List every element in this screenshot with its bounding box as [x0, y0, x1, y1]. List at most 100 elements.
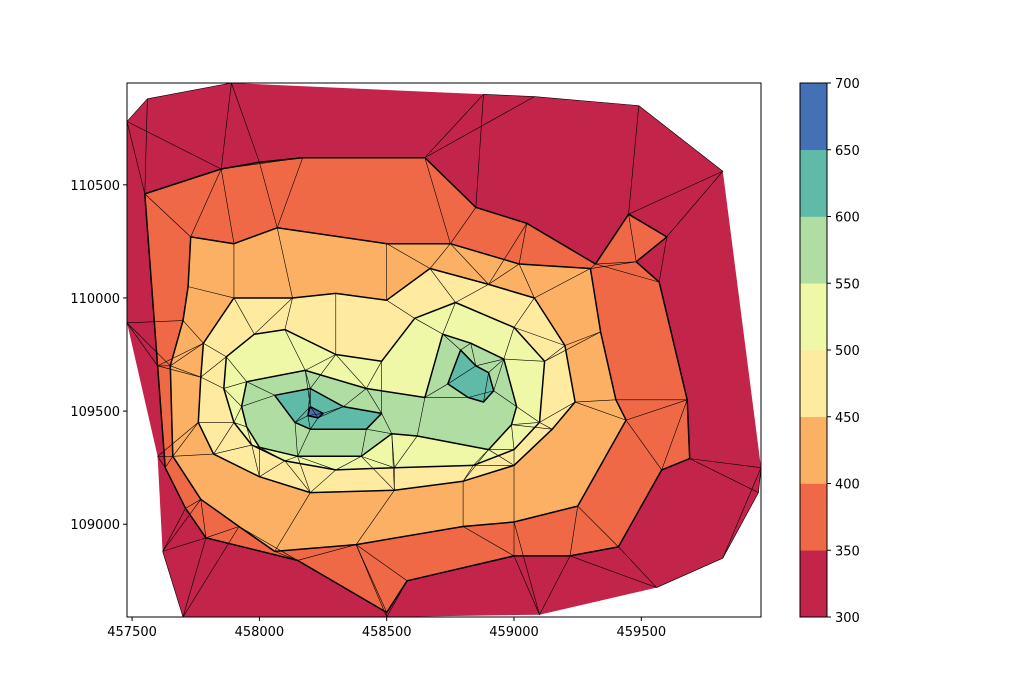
mesh-edge-239 — [310, 417, 319, 430]
mesh-edge-210 — [366, 388, 382, 414]
colorbar-segment-350 — [800, 483, 827, 551]
y-tick-label-110000: 110000 — [70, 292, 120, 307]
mesh-edge-48 — [259, 162, 278, 228]
mesh-edge-25 — [539, 555, 571, 615]
mesh-edge-216 — [460, 342, 471, 351]
contour-line-350-1 — [144, 156, 691, 614]
mesh-edge-153 — [361, 456, 395, 491]
mesh-edge-61 — [628, 214, 637, 262]
mesh-edge-113 — [575, 401, 627, 421]
mesh-edge-209 — [343, 388, 367, 407]
mesh-edge-106 — [534, 268, 591, 299]
mesh-edge-12 — [638, 105, 723, 172]
mesh-edge-67 — [625, 399, 688, 421]
mesh-edge-92 — [157, 342, 204, 367]
mesh-edge-77 — [462, 526, 515, 557]
contour-lines — [144, 156, 691, 614]
mesh-edge-220 — [493, 358, 505, 391]
mesh-edge-192 — [391, 433, 395, 468]
mesh-edge-87 — [185, 499, 201, 509]
mesh-edge-184 — [503, 327, 515, 360]
mesh-edge-175 — [305, 354, 336, 371]
x-tick-label-459000: 459000 — [489, 625, 539, 640]
x-tick-label-458000: 458000 — [235, 625, 285, 640]
mesh-edge-181 — [414, 318, 443, 335]
mesh-edge-34 — [162, 508, 186, 552]
mesh-edge-46 — [220, 168, 235, 244]
mesh-edge-155 — [310, 469, 336, 493]
mesh-edge-17 — [689, 458, 761, 468]
mesh-edge-8 — [424, 94, 484, 158]
mesh-edge-9 — [475, 94, 484, 208]
mesh-edge-222 — [493, 390, 517, 407]
mesh-edge-236 — [322, 406, 344, 414]
mesh-edge-174 — [284, 329, 306, 371]
mesh-edge-196 — [284, 456, 298, 462]
contour-line-450-3 — [197, 267, 576, 494]
mesh-edge-71 — [661, 399, 688, 471]
mesh-edge-201 — [233, 422, 247, 428]
mesh-edge-18 — [722, 467, 761, 559]
colorbar-segment-450 — [800, 350, 827, 418]
contour-line-400-2 — [169, 227, 627, 553]
mesh-edge-6 — [220, 83, 232, 170]
mesh-edge-63 — [658, 236, 668, 283]
colorbar-segment-650 — [800, 83, 827, 151]
mesh-edge-36 — [157, 456, 166, 468]
mesh-edge-91 — [157, 365, 201, 378]
mesh-edge-5 — [231, 83, 260, 163]
mesh-edge-56 — [488, 223, 528, 285]
mesh-edge-24 — [513, 555, 540, 615]
mesh-edge-162 — [213, 422, 235, 455]
x-tick-label-459500: 459500 — [617, 625, 667, 640]
mesh-edge-217 — [470, 343, 477, 366]
mesh-edge-49 — [276, 157, 303, 228]
mesh-edge-193 — [361, 456, 395, 468]
mesh-edge-14 — [666, 171, 724, 238]
mesh-edge-108 — [544, 331, 601, 362]
mesh-edge-111 — [575, 399, 616, 403]
mesh-edge-194 — [335, 456, 362, 471]
mesh-edge-228 — [297, 429, 311, 457]
mesh-edge-13 — [628, 105, 640, 215]
mesh-edge-189 — [511, 424, 515, 450]
mesh-edge-20 — [689, 458, 759, 493]
mesh-edge-1 — [127, 121, 146, 194]
mesh-edge-83 — [238, 526, 298, 561]
mesh-edge-103 — [488, 263, 520, 285]
y-tick-label-109000: 109000 — [70, 518, 120, 533]
mesh-edge-218 — [488, 358, 505, 373]
mesh-edge-243 — [294, 406, 311, 423]
mesh-edge-55 — [518, 223, 528, 265]
mesh-edge-74 — [569, 506, 578, 556]
mesh-edge-195 — [297, 456, 336, 471]
contour-line-500-4 — [223, 301, 546, 471]
mesh-edge-22 — [618, 546, 657, 588]
mesh-edge-29 — [355, 544, 387, 617]
plot-frame — [126, 82, 762, 618]
mesh-edge-101 — [429, 243, 451, 269]
mesh-edge-57 — [590, 263, 596, 269]
mesh-edge-219 — [475, 358, 504, 367]
mesh-edge-52 — [424, 157, 451, 244]
colorbar-segment-300 — [800, 550, 827, 618]
mesh-edge-242 — [294, 415, 308, 423]
mesh-edge-130 — [284, 297, 293, 330]
mesh-edge-248 — [468, 390, 494, 398]
mesh-edge-141 — [544, 345, 566, 362]
mesh-edge-176 — [310, 354, 337, 389]
mesh-edge-26 — [513, 521, 540, 615]
x-tick-label-457500: 457500 — [107, 625, 157, 640]
mesh-edge-171 — [226, 356, 247, 382]
mesh-edge-226 — [366, 428, 392, 435]
mesh-edge-252 — [447, 365, 476, 385]
mesh-edge-233 — [241, 394, 275, 407]
mesh-edge-224 — [394, 435, 418, 468]
mesh-edge-178 — [366, 361, 382, 389]
mesh-edge-165 — [172, 422, 199, 457]
mesh-edge-10 — [534, 96, 639, 106]
colorbar-label-450: 450 — [835, 411, 860, 426]
mesh-edge-0 — [127, 98, 148, 122]
mesh-edge-132 — [254, 297, 293, 335]
mesh-edge-123 — [170, 365, 201, 378]
